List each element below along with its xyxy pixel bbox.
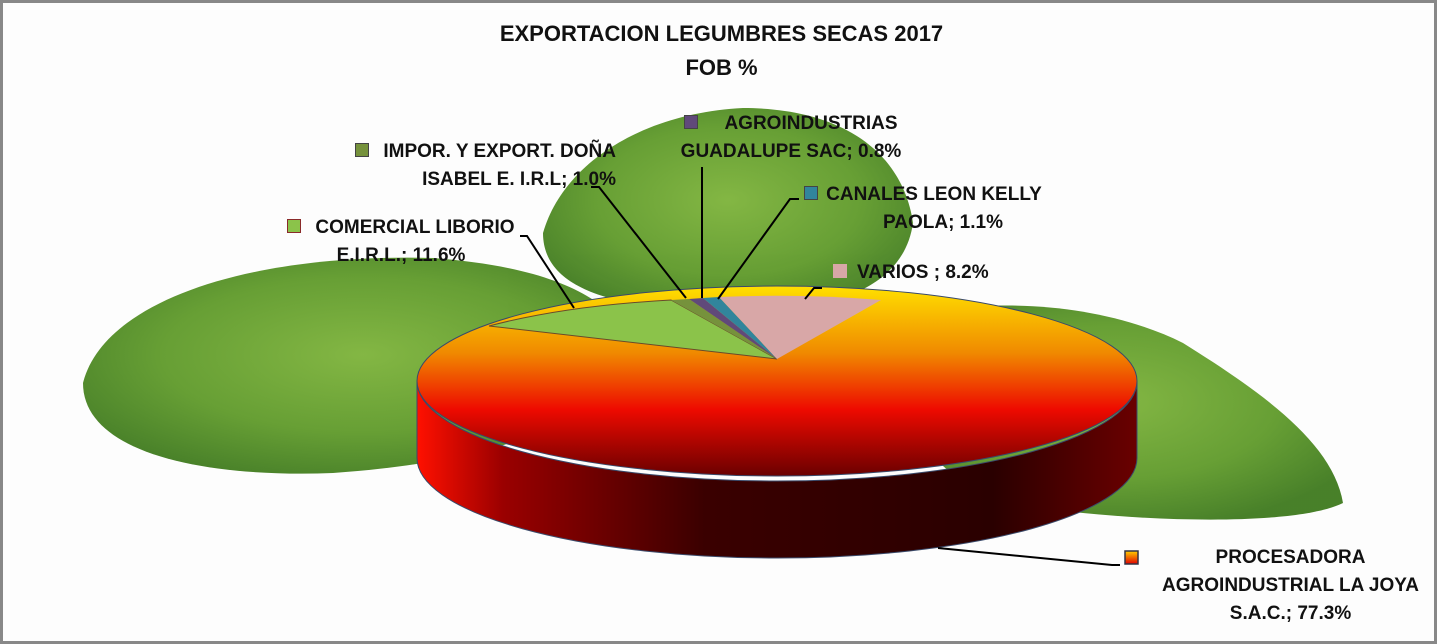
label-varios: VARIOS ; 8.2% [833,259,989,287]
swatch-guadalupe [684,114,699,129]
swatch-varios [833,263,847,278]
label-joya: PROCESADORA AGROINDUSTRIAL LA JOYA S.A.C… [1162,547,1419,624]
label-guadalupe: AGROINDUSTRIAS GUADALUPE SAC; 0.8% [680,113,902,162]
swatch-liborio [287,218,302,233]
chart-subtitle: FOB % [685,55,758,80]
swatch-isabel [355,142,370,157]
label-canales: CANALES LEON KELLY PAOLA; 1.1% [803,181,1043,237]
pie-chart-graphic [83,108,1343,566]
swatch-canales [804,185,819,200]
chart-title: EXPORTACION LEGUMBRES SECAS 2017 [499,21,944,46]
label-isabel: IMPOR. Y EXPORT. DOÑA ISABEL E. I.R.L; 1… [326,138,616,194]
label-liborio: COMERCIAL LIBORIO E.I.R.L.; 11.6% [271,214,531,270]
